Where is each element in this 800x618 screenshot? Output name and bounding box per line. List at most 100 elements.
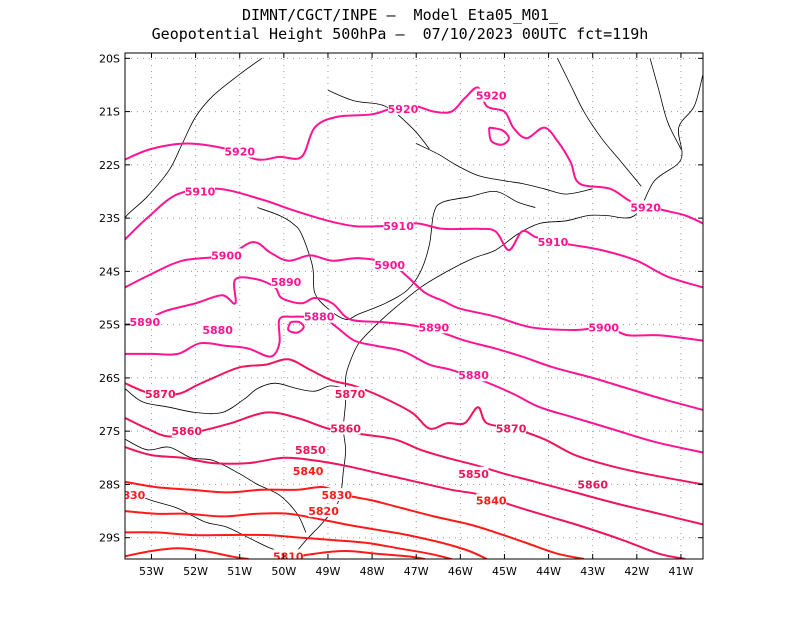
contour-5920 bbox=[488, 126, 510, 146]
coastline-border bbox=[125, 438, 307, 533]
contour-label-bg bbox=[125, 488, 146, 502]
contour-label: 5860 bbox=[171, 425, 202, 438]
contour-label: 5890 bbox=[419, 321, 450, 334]
contour-label: 5910 bbox=[185, 185, 216, 198]
lat-tick-label: 21S bbox=[99, 106, 120, 119]
contour-label-bg bbox=[577, 477, 608, 491]
contour-label: 5910 bbox=[383, 220, 414, 233]
grid-lines bbox=[125, 53, 703, 559]
contour-label-bg bbox=[458, 368, 489, 382]
contour-label: 5920 bbox=[476, 90, 507, 103]
contour-5870 bbox=[125, 358, 703, 486]
contour-label-layer: 5920 5920 5920 5920 5910 5910 5910 5900 5900 5900… bbox=[122, 88, 661, 563]
contour-label-bg bbox=[335, 386, 366, 400]
contour-label-bg bbox=[271, 275, 302, 289]
coastline-border bbox=[649, 58, 682, 150]
contour-label-bg bbox=[224, 144, 255, 158]
contour-label-bg bbox=[330, 421, 361, 435]
lon-tick-label: 52W bbox=[183, 565, 208, 578]
contour-label: 5920 bbox=[224, 146, 255, 159]
contour-label: 5880 bbox=[304, 311, 335, 324]
contour-label: 5900 bbox=[374, 259, 405, 272]
coastline-border bbox=[290, 74, 703, 559]
contour-5840 bbox=[125, 480, 585, 559]
contour-label: 5870 bbox=[145, 388, 176, 401]
contour-label: 5830 bbox=[321, 489, 352, 502]
contour-5810 bbox=[125, 547, 249, 559]
lat-tick-label: 23S bbox=[99, 212, 120, 225]
contour-label-bg bbox=[458, 466, 489, 480]
lon-tick-label: 44W bbox=[536, 565, 561, 578]
contour-5920 bbox=[125, 86, 703, 225]
coastline-border bbox=[327, 89, 430, 150]
contour-label: 5920 bbox=[388, 103, 419, 116]
contour-label-bg bbox=[185, 184, 216, 198]
contour-label: 5890 bbox=[271, 276, 302, 289]
lon-tick-label: 49W bbox=[316, 565, 341, 578]
plot-frame bbox=[124, 52, 704, 560]
lon-tick-label: 45W bbox=[492, 565, 517, 578]
coastline-border bbox=[125, 382, 346, 415]
contour-label-bg bbox=[476, 88, 507, 102]
coastline-border bbox=[257, 190, 536, 320]
contour-label: 5870 bbox=[496, 423, 527, 436]
contour-label-bg bbox=[202, 322, 233, 336]
contour-5890 bbox=[125, 276, 703, 411]
lon-tick-label: 41W bbox=[669, 565, 694, 578]
contour-label: 5860 bbox=[330, 423, 361, 436]
lat-tick-label: 26S bbox=[99, 372, 120, 385]
map-title-line-1: DIMNT/CGCT/INPE – Model Eta05_M01_ bbox=[241, 6, 559, 24]
contour-5860 bbox=[125, 411, 703, 526]
contour-label-bg bbox=[304, 309, 335, 323]
contour-label: 5900 bbox=[211, 249, 242, 262]
lat-tick-label: 25S bbox=[99, 319, 120, 332]
contour-label-bg bbox=[273, 549, 304, 559]
contour-label-bg bbox=[630, 200, 661, 214]
contour-label: 5850 bbox=[458, 468, 489, 481]
contour-label-bg bbox=[418, 320, 449, 334]
contour-label-bg bbox=[171, 424, 202, 438]
lon-tick-label: 53W bbox=[139, 565, 164, 578]
contour-label: 5900 bbox=[588, 321, 619, 334]
contour-label: 5850 bbox=[295, 444, 326, 457]
contour-label-bg bbox=[374, 257, 405, 271]
contour-label: 5860 bbox=[577, 478, 608, 491]
lat-tick-label: 28S bbox=[99, 478, 120, 491]
contour-5810 bbox=[283, 550, 426, 559]
contour-5830 bbox=[125, 510, 488, 559]
contour-label-bg bbox=[129, 314, 160, 328]
coastline-border bbox=[125, 489, 289, 555]
contour-label-bg bbox=[295, 442, 326, 456]
contour-label-bg bbox=[321, 488, 352, 502]
contour-5910 bbox=[125, 187, 703, 289]
coastline-border bbox=[557, 58, 642, 187]
lon-tick-label: 47W bbox=[404, 565, 429, 578]
contour-label-bg bbox=[476, 493, 507, 507]
contour-label: 5810 bbox=[273, 550, 304, 563]
coastline-border bbox=[416, 143, 593, 195]
lat-tick-label: 22S bbox=[99, 159, 120, 172]
contour-label: 5840 bbox=[476, 494, 507, 507]
lon-tick-label: 48W bbox=[360, 565, 385, 578]
contour-label: 5870 bbox=[335, 388, 366, 401]
contour-5890 bbox=[287, 320, 305, 334]
contour-label-bg bbox=[145, 386, 176, 400]
contour-label: 5820 bbox=[308, 505, 339, 518]
lon-tick-label: 51W bbox=[227, 565, 252, 578]
contour-label: 5890 bbox=[130, 316, 161, 329]
lat-tick-label: 24S bbox=[99, 265, 120, 278]
contour-label-bg bbox=[211, 248, 242, 262]
contour-label-bg bbox=[537, 235, 568, 249]
contour-5880 bbox=[125, 312, 703, 454]
contour-label: 830 bbox=[122, 489, 145, 502]
contour-label: 5910 bbox=[538, 236, 569, 249]
map-title-line-2: Geopotential Height 500hPa – 07/10/2023 … bbox=[151, 25, 649, 43]
lat-tick-label: 20S bbox=[99, 52, 120, 65]
lon-tick-label: 46W bbox=[448, 565, 473, 578]
contour-label: 5880 bbox=[458, 369, 489, 382]
contour-label-bg bbox=[293, 464, 324, 478]
contour-5850 bbox=[125, 446, 686, 559]
lat-tick-label: 29S bbox=[99, 532, 120, 545]
contour-label-bg bbox=[588, 320, 619, 334]
